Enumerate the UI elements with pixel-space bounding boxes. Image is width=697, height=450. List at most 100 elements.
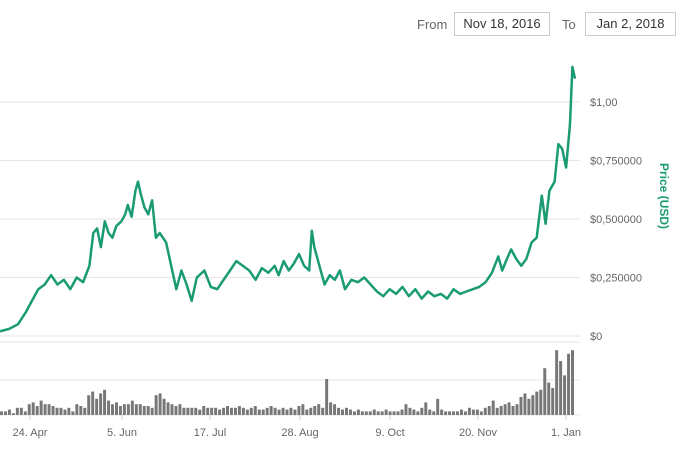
volume-bar [146,406,150,415]
from-label: From [417,17,448,32]
volume-bar [269,406,273,415]
volume-bar [329,402,333,415]
volume-bar [11,413,15,415]
volume-bar [448,411,452,415]
volume-bar [539,389,543,415]
volume-bar [43,404,47,415]
volume-bar [483,407,487,415]
volume-bar [230,407,233,415]
volume-bar [416,411,420,415]
volume-bar [515,404,519,415]
volume-bar [404,404,408,415]
volume-bar [277,409,281,415]
volume-bar [289,407,293,415]
volume-bar [241,407,245,415]
x-tick-label: 9. Oct [375,427,404,439]
volume-bars [0,350,574,415]
grid-lines [0,101,580,416]
volume-bar [384,409,388,415]
volume-bar [79,406,83,415]
y-tick-label: $1,00 [590,97,618,109]
volume-bar [35,406,39,415]
volume-bar [364,411,368,415]
volume-bar [75,404,79,415]
volume-bar [0,411,3,415]
volume-bar [392,411,396,415]
volume-bar [388,411,392,415]
x-tick-label: 1. Jan [551,427,581,439]
volume-bar [348,409,352,415]
volume-bar [233,407,237,415]
volume-bar [519,397,523,415]
volume-bar [432,411,436,415]
volume-bar [333,404,337,415]
x-tick-label: 17. Jul [194,427,226,439]
volume-bar [567,353,571,415]
volume-bar [531,395,535,415]
volume-bar [503,404,507,415]
volume-bar [463,411,467,415]
volume-bar [15,407,19,415]
y-tick-label: $0,250000 [590,273,642,285]
volume-bar [111,404,114,415]
volume-bar [202,406,206,415]
volume-bar [301,404,305,415]
volume-bar [507,402,511,415]
volume-bar [166,402,170,415]
volume-bar [39,400,43,415]
y-axis-ticks: $0 $0,250000 $0,500000 $0,750000 $1,00 [590,97,642,343]
volume-bar [460,409,463,415]
x-tick-label: 24. Apr [13,427,48,439]
volume-bar [523,393,527,415]
volume-bar [142,406,146,415]
volume-bar [313,406,317,415]
volume-bar [107,400,111,415]
volume-bar [150,407,154,415]
volume-bar [325,379,329,415]
volume-bar [547,382,551,415]
from-date-input[interactable]: Nov 18, 2016 [454,12,550,36]
volume-bar [305,409,309,415]
volume-bar [368,411,372,415]
volume-bar [428,409,432,415]
volume-bar [273,407,277,415]
volume-bar [27,404,31,415]
volume-bar [475,409,479,415]
volume-bar [214,407,218,415]
volume-bar [194,407,198,415]
price-line [0,65,577,333]
volume-bar [261,409,265,415]
volume-bar [190,407,194,415]
volume-bar [47,404,51,415]
volume-bar [297,406,301,415]
volume-bar [293,409,297,415]
volume-bar [559,361,563,415]
volume-bar [115,402,118,415]
volume-bar [527,398,531,415]
y-tick-label: $0,750000 [590,156,642,168]
volume-bar [436,398,440,415]
volume-bar [356,409,360,415]
volume-bar [253,406,257,415]
volume-bar [130,400,134,415]
volume-bar [452,411,456,415]
volume-bar [285,409,289,415]
volume-bar [424,402,428,415]
volume-bar [174,406,178,415]
to-label: To [562,17,576,32]
volume-bar [511,406,515,415]
volume-bar [126,404,130,415]
volume-bar [345,407,348,415]
y-tick-label: $0 [590,331,602,343]
volume-bar [178,404,182,415]
volume-bar [138,404,142,415]
volume-bar [23,411,27,415]
volume-bar [265,407,269,415]
volume-bar [91,391,95,415]
y-axis-title: Price (USD) [657,163,671,229]
volume-bar [154,395,158,415]
volume-bar [495,407,499,415]
volume-bar [245,409,249,415]
volume-bar [281,407,285,415]
to-date-input[interactable]: Jan 2, 2018 [585,12,676,36]
